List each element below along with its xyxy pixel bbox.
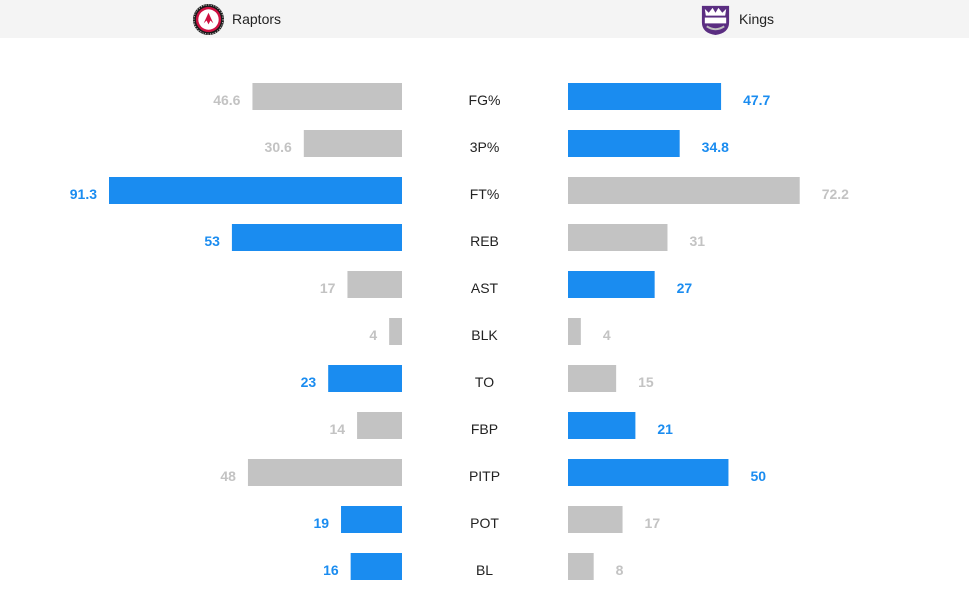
- home-bar-bl: [350, 553, 402, 580]
- home-value-fbp: 14: [329, 421, 345, 437]
- away-value-pot: 17: [645, 515, 661, 531]
- away-bar-fg-pct: [568, 83, 722, 110]
- away-bar-ast: [568, 271, 655, 298]
- home-bar-fbp: [357, 412, 402, 439]
- home-value-pot: 19: [313, 515, 329, 531]
- stat-label-ast: AST: [471, 280, 499, 296]
- away-value-to: 15: [638, 374, 654, 390]
- raptors-logo-icon: [192, 3, 225, 35]
- home-value-blk: 4: [369, 327, 377, 343]
- home-bar-pitp: [247, 459, 402, 486]
- away-bar-ft-pct: [568, 177, 800, 204]
- home-value-fg-pct: 46.6: [213, 92, 240, 108]
- away-bar-reb: [568, 224, 668, 251]
- team-header: Raptors Kings: [0, 0, 969, 38]
- home-bar-ast: [347, 271, 402, 298]
- away-value-ft-pct: 72.2: [822, 186, 849, 202]
- stat-label-fg-pct: FG%: [469, 92, 501, 108]
- stat-label-fbp: FBP: [471, 421, 498, 437]
- stat-label-pitp: PITP: [469, 468, 500, 484]
- home-value-3p-pct: 30.6: [265, 139, 292, 155]
- away-value-reb: 31: [689, 233, 705, 249]
- away-bar-blk: [568, 318, 581, 345]
- away-bar-3p-pct: [568, 130, 680, 157]
- stat-label-bl: BL: [476, 562, 493, 578]
- stat-label-reb: REB: [470, 233, 499, 249]
- away-value-blk: 4: [603, 327, 611, 343]
- away-value-3p-pct: 34.8: [702, 139, 729, 155]
- home-bar-3p-pct: [303, 130, 402, 157]
- stat-label-ft-pct: FT%: [470, 186, 500, 202]
- stat-label-to: TO: [475, 374, 494, 390]
- home-bar-to: [328, 365, 402, 392]
- away-team[interactable]: Kings: [699, 3, 774, 35]
- home-team[interactable]: Raptors: [192, 3, 281, 35]
- home-bar-blk: [389, 318, 402, 345]
- away-value-ast: 27: [677, 280, 693, 296]
- home-bar-ft-pct: [109, 177, 402, 204]
- home-bar-reb: [231, 224, 402, 251]
- home-value-pitp: 48: [220, 468, 236, 484]
- home-value-ast: 17: [320, 280, 336, 296]
- home-value-to: 23: [301, 374, 317, 390]
- away-team-name: Kings: [739, 11, 775, 27]
- away-bar-pot: [568, 506, 623, 533]
- away-value-pitp: 50: [750, 468, 766, 484]
- away-bar-fbp: [568, 412, 636, 439]
- away-value-fg-pct: 47.7: [743, 92, 770, 108]
- home-bar-pot: [341, 506, 402, 533]
- stat-label-pot: POT: [470, 515, 499, 531]
- away-bar-to: [568, 365, 617, 392]
- away-bar-pitp: [568, 459, 729, 486]
- stat-label-blk: BLK: [471, 327, 498, 343]
- kings-logo-icon: [701, 5, 730, 35]
- away-value-bl: 8: [616, 562, 624, 578]
- home-value-reb: 53: [204, 233, 220, 249]
- home-value-bl: 16: [323, 562, 339, 578]
- stat-label-3p-pct: 3P%: [470, 139, 500, 155]
- away-value-fbp: 21: [657, 421, 673, 437]
- home-team-name: Raptors: [232, 11, 282, 27]
- home-value-ft-pct: 91.3: [70, 186, 97, 202]
- away-bar-bl: [568, 553, 594, 580]
- home-bar-fg-pct: [252, 83, 402, 110]
